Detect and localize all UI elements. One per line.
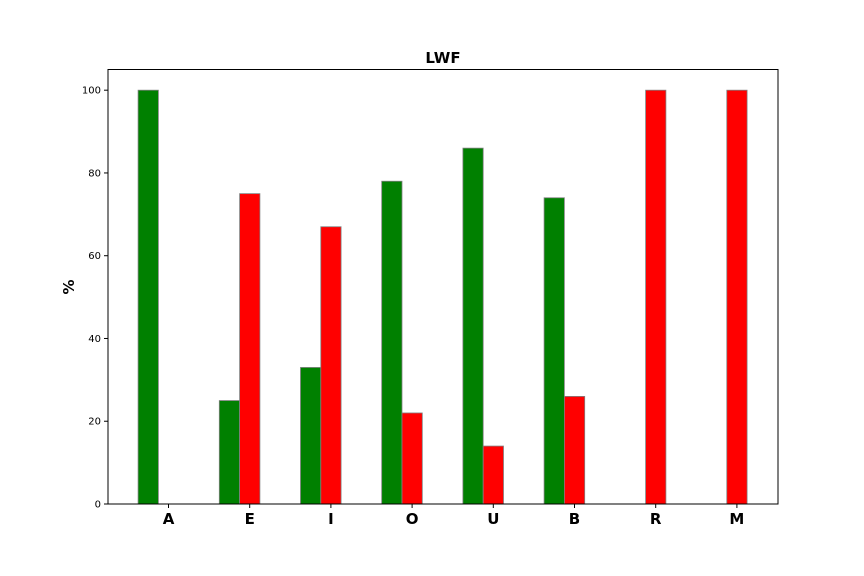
y-axis: 0 20 40 60 80 100 (82, 86, 108, 511)
bar-b-series-2 (564, 396, 586, 505)
x-tick-label: U (487, 510, 499, 528)
bars-layer (137, 89, 748, 505)
bar-e-series-2 (239, 193, 261, 505)
bar-u-series-2 (482, 445, 504, 505)
y-tick-label: 100 (82, 86, 101, 97)
bar-m-series-2 (726, 89, 748, 505)
bar-e-series-1 (218, 400, 241, 505)
x-tick-label: M (729, 510, 744, 528)
bar-r-series-2 (645, 89, 667, 505)
bar-o-series-1 (381, 180, 403, 505)
bar-o-series-2 (401, 412, 423, 505)
y-tick-label: 40 (88, 334, 101, 345)
bar-b-series-1 (543, 197, 565, 505)
y-tick-label: 80 (88, 168, 101, 179)
y-tick-label: 20 (88, 417, 101, 428)
bar-i-series-2 (320, 226, 342, 505)
x-tick-label: O (406, 510, 419, 528)
x-tick-label: R (650, 510, 662, 528)
bar-a-series-1 (137, 89, 159, 505)
x-tick-label: I (328, 510, 334, 528)
chart-title: LWF (425, 49, 460, 67)
plot-frame (107, 69, 779, 505)
bar-i-series-1 (300, 367, 322, 505)
bar-u-series-1 (462, 147, 484, 505)
y-tick-label: 60 (88, 251, 101, 262)
y-axis-label: % (60, 279, 78, 294)
x-tick-label: A (163, 510, 175, 528)
y-tick-label: 0 (95, 500, 101, 511)
x-tick-label: E (245, 510, 255, 528)
x-tick-label: B (569, 510, 580, 528)
